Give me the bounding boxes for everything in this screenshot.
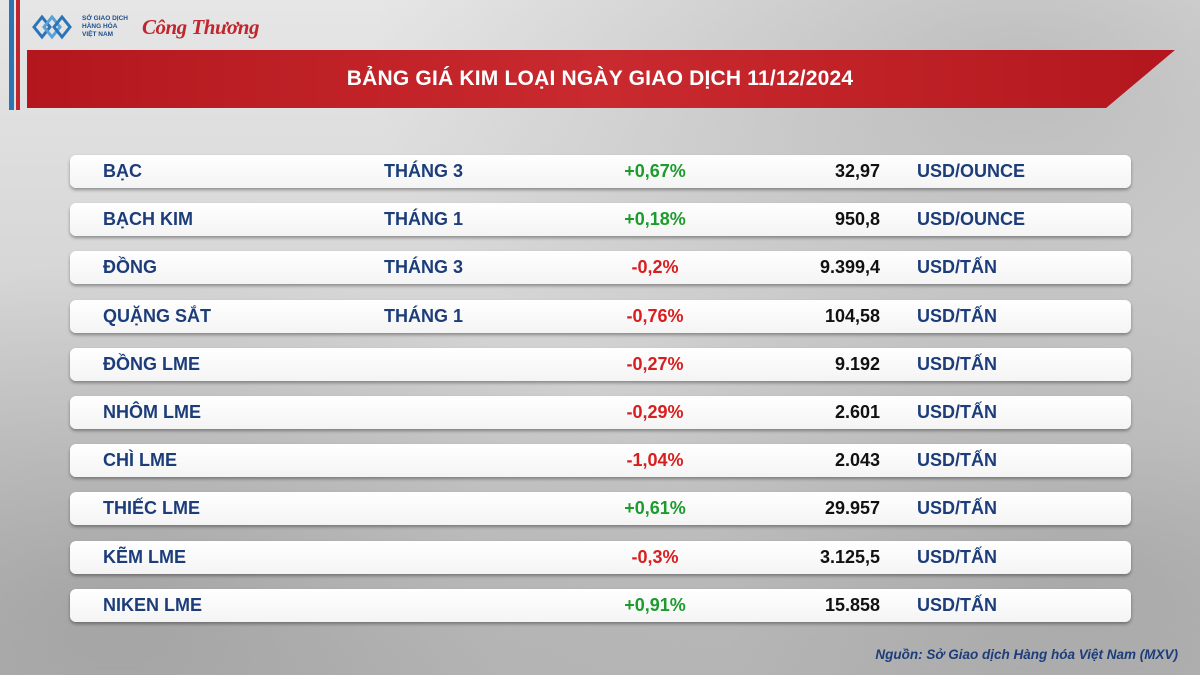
change-percent: -0,2% xyxy=(631,257,679,278)
change-percent: -1,04% xyxy=(626,450,684,471)
price-unit: USD/TẤN xyxy=(917,402,997,422)
price-unit: USD/OUNCE xyxy=(917,209,1026,230)
page-title: BẢNG GIÁ KIM LOẠI NGÀY GIAO DỊCH 11/12/2… xyxy=(346,67,854,90)
logo-line: SỞ GIAO DỊCH xyxy=(82,15,128,22)
contract-month: THÁNG 3 xyxy=(384,161,464,181)
table-row: QUẶNG SẮT THÁNG 1 -0,76% 104,58 USD/TẤN xyxy=(70,299,1131,333)
price-unit: USD/TẤN xyxy=(917,353,997,374)
price-unit: USD/TẤN xyxy=(917,257,997,278)
metal-name: KẼM LME xyxy=(103,546,186,567)
logo-line: VIỆT NAM xyxy=(82,31,114,38)
price-unit: USD/OUNCE xyxy=(917,161,1026,181)
price-value: 104,58 xyxy=(824,305,880,326)
metal-name: BẠC xyxy=(103,161,142,181)
brand-logo: Công Thương xyxy=(142,14,259,39)
price-unit: USD/TẤN xyxy=(917,546,997,567)
table-row: THIẾC LME +0,61% 29.957 USD/TẤN xyxy=(70,492,1131,526)
table-row: KẼM LME -0,3% 3.125,5 USD/TẤN xyxy=(70,540,1131,574)
change-percent: +0,18% xyxy=(624,209,686,230)
price-value: 32,97 xyxy=(834,161,880,181)
price-value: 9.399,4 xyxy=(819,257,880,278)
logo-line: HÀNG HÓA xyxy=(82,23,118,30)
table-row: ĐỒNG LME -0,27% 9.192 USD/TẤN xyxy=(70,347,1131,381)
title-banner xyxy=(27,50,1175,108)
contract-month: THÁNG 3 xyxy=(384,257,464,278)
price-value: 9.192 xyxy=(834,353,880,374)
contract-month: THÁNG 1 xyxy=(384,305,464,326)
price-value: 950,8 xyxy=(834,209,880,230)
metal-name: NHÔM LME xyxy=(103,402,201,422)
price-value: 2.601 xyxy=(834,402,880,422)
decor-stripe-blue xyxy=(9,0,14,110)
mxv-logo-text: SỞ GIAO DỊCH HÀNG HÓA VIỆT NAM xyxy=(82,15,128,39)
price-value: 15.858 xyxy=(824,594,880,615)
header-logos: SỞ GIAO DỊCH HÀNG HÓA VIỆT NAM Công Thươ… xyxy=(32,8,259,46)
metal-name: BẠCH KIM xyxy=(103,209,193,230)
table-row: ĐỒNG THÁNG 3 -0,2% 9.399,4 USD/TẤN xyxy=(70,251,1131,285)
price-value: 3.125,5 xyxy=(819,546,880,567)
change-percent: +0,67% xyxy=(624,161,686,181)
price-unit: USD/TẤN xyxy=(917,498,997,519)
source-note: Nguồn: Sở Giao dịch Hàng hóa Việt Nam (M… xyxy=(875,647,1178,662)
table-row: CHÌ LME -1,04% 2.043 USD/TẤN xyxy=(70,444,1131,478)
table-row: NHÔM LME -0,29% 2.601 USD/TẤN xyxy=(70,396,1131,429)
metal-name: ĐỒNG xyxy=(103,257,157,278)
price-unit: USD/TẤN xyxy=(917,594,997,615)
price-unit: USD/TẤN xyxy=(917,305,997,326)
metal-name: NIKEN LME xyxy=(103,594,202,615)
metal-name: ĐỒNG LME xyxy=(103,353,200,374)
price-value: 2.043 xyxy=(834,450,880,471)
table-row: NIKEN LME +0,91% 15.858 USD/TẤN xyxy=(70,588,1131,622)
decor-stripe-red xyxy=(16,0,20,110)
price-value: 29.957 xyxy=(824,498,880,519)
mxv-logo-icon xyxy=(32,14,72,40)
change-percent: -0,29% xyxy=(626,402,684,422)
change-percent: -0,27% xyxy=(626,353,684,374)
change-percent: +0,91% xyxy=(624,594,686,615)
metal-name: THIẾC LME xyxy=(103,498,200,519)
change-percent: +0,61% xyxy=(624,498,686,519)
contract-month: THÁNG 1 xyxy=(384,209,464,230)
metal-name: CHÌ LME xyxy=(103,450,177,471)
change-percent: -0,3% xyxy=(631,546,679,567)
change-percent: -0,76% xyxy=(626,305,684,326)
table-row: BẠCH KIM THÁNG 1 +0,18% 950,8 USD/OUNCE xyxy=(70,203,1131,237)
table-row: BẠC THÁNG 3 +0,67% 32,97 USD/OUNCE xyxy=(70,155,1131,188)
metal-name: QUẶNG SẮT xyxy=(103,305,211,326)
price-unit: USD/TẤN xyxy=(917,450,997,471)
